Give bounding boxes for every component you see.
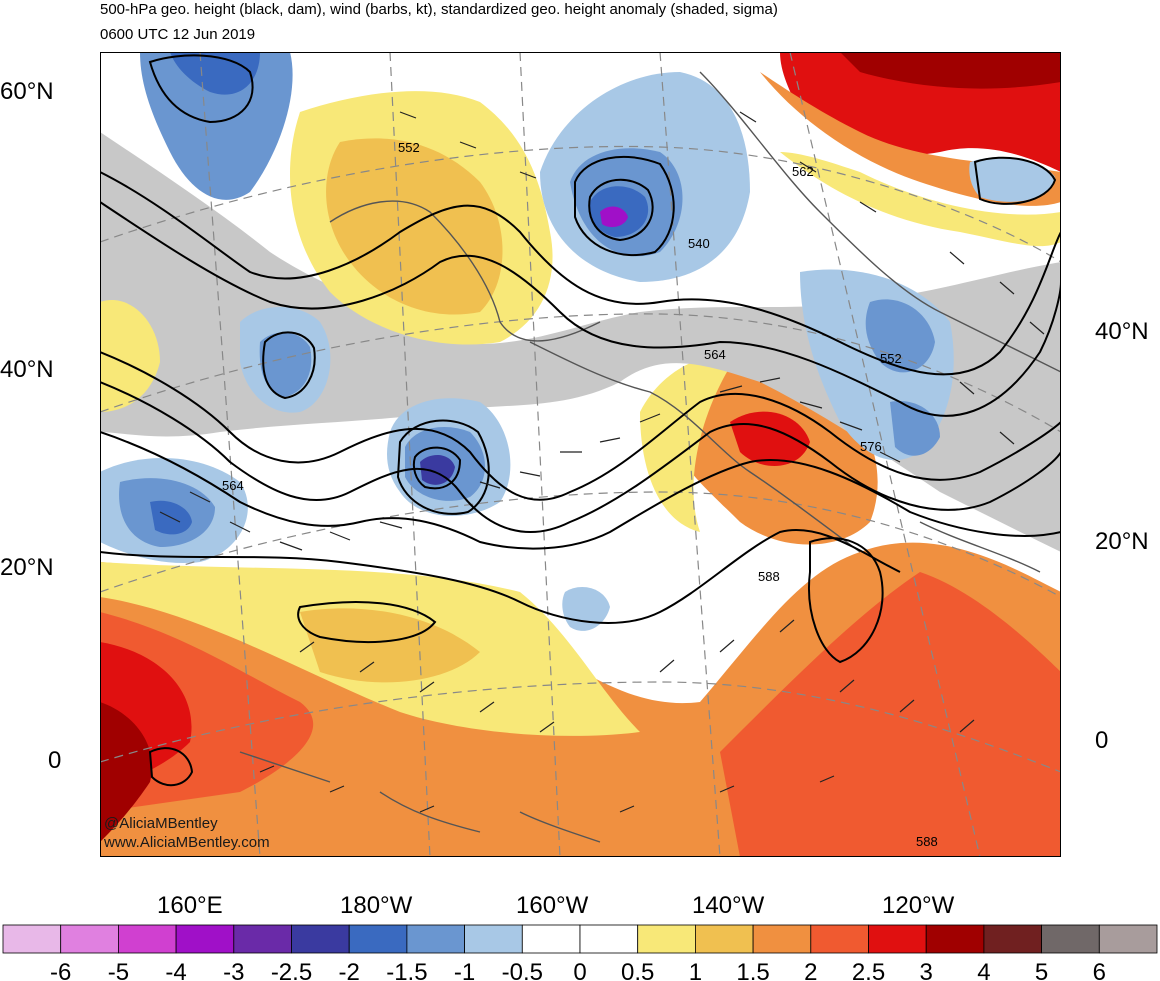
colorbar-label: 5 bbox=[1035, 959, 1048, 981]
colorbar-label: -2.5 bbox=[271, 959, 312, 981]
anomaly-region-arctic-darkred bbox=[840, 52, 1061, 89]
wind-barbs bbox=[159, 111, 1045, 813]
lat-label-0-right: 0 bbox=[1095, 727, 1109, 754]
anomaly-region-grey-north bbox=[100, 132, 1061, 552]
anomaly-region-canada-low-mid bbox=[865, 299, 935, 373]
colorbar-box bbox=[464, 924, 523, 954]
anomaly-region-west-low-mid bbox=[259, 332, 312, 397]
colorbar-label: -2 bbox=[339, 959, 360, 981]
colorbar-box bbox=[1098, 924, 1158, 954]
contour-label-562: 562 bbox=[792, 164, 814, 179]
credit-handle: @AliciaMBentley bbox=[104, 815, 218, 832]
map-panel: 552 540 562 552 564 564 576 588 588 bbox=[100, 52, 1061, 857]
colorbar-label: -6 bbox=[50, 959, 71, 981]
colorbar-box bbox=[233, 924, 292, 954]
anomaly-region-ridge-yellow bbox=[640, 352, 740, 532]
contour-label-588-b: 588 bbox=[916, 834, 938, 849]
lon-label-160e: 160°E bbox=[157, 892, 223, 919]
contour-label-588-a: 588 bbox=[758, 569, 780, 584]
colorbar-box bbox=[637, 924, 696, 954]
colorbar-box bbox=[348, 924, 408, 954]
colorbar-label: 0 bbox=[573, 959, 586, 981]
contour-label-576: 576 bbox=[860, 439, 882, 454]
anomaly-region-bering-orange bbox=[326, 138, 503, 315]
anomaly-region-darkred-sw bbox=[100, 702, 152, 842]
anomaly-region-canada-low-2 bbox=[890, 401, 940, 456]
colorbar-labels: -6 -5 -4 -3 -2.5 -2 -1.5 -1 -0.5 0 0.5 1 1.5 2 2.5 3 4 5 6 bbox=[50, 959, 1106, 981]
colorbar-box bbox=[579, 924, 639, 954]
coastlines bbox=[239, 71, 1061, 843]
anomaly-region-yellow-band-2 bbox=[300, 608, 480, 683]
anomaly-region-nw-low bbox=[140, 52, 293, 200]
title-line-1: 500-hPa geo. height (black, dam), wind (… bbox=[100, 1, 778, 18]
contour-label-552-a: 552 bbox=[398, 140, 420, 155]
colorbar-label: 1 bbox=[689, 959, 702, 981]
lon-label-180w: 180°W bbox=[340, 892, 413, 919]
lat-label-20n-left: 20°N bbox=[0, 554, 54, 581]
colorbar-box bbox=[810, 924, 869, 954]
colorbar-label: 0.5 bbox=[621, 959, 654, 981]
colorbar-label: -1 bbox=[454, 959, 475, 981]
lat-label-0-left: 0 bbox=[48, 747, 62, 774]
title-line-2: 0600 UTC 12 Jun 2019 bbox=[100, 26, 256, 43]
anomaly-region-gulf-low-center bbox=[600, 206, 628, 228]
lon-label-140w: 140°W bbox=[692, 892, 765, 919]
colorbar-label: 3 bbox=[920, 959, 933, 981]
contour-label-564-b: 564 bbox=[222, 478, 244, 493]
colorbar-box bbox=[175, 924, 235, 954]
lat-label-60n: 60°N bbox=[0, 78, 54, 105]
colorbar-box bbox=[118, 924, 177, 954]
anomaly-region-arctic-yellow bbox=[780, 152, 1061, 247]
colorbar-boxes bbox=[2, 924, 1158, 954]
colorbar-label: 2 bbox=[804, 959, 817, 981]
colorbar-label: -5 bbox=[108, 959, 129, 981]
colorbar-box bbox=[752, 924, 812, 954]
colorbar-box bbox=[983, 924, 1043, 954]
colorbar-box bbox=[406, 924, 465, 954]
lon-label-120w: 120°W bbox=[882, 892, 955, 919]
height-contours bbox=[100, 54, 1061, 787]
credit-website: www.AliciaMBentley.com bbox=[104, 834, 270, 851]
contour-label-552-b: 552 bbox=[880, 351, 902, 366]
map-frame bbox=[100, 52, 1061, 857]
colorbar-box bbox=[925, 924, 985, 954]
lon-label-160w: 160°W bbox=[516, 892, 589, 919]
lat-label-20n-right: 20°N bbox=[1095, 528, 1149, 555]
colorbar-box bbox=[868, 924, 927, 954]
colorbar-label: 1.5 bbox=[736, 959, 769, 981]
colorbar-box bbox=[695, 924, 754, 954]
lat-label-40n-left: 40°N bbox=[0, 356, 54, 383]
anomaly-region-left-yellow bbox=[100, 300, 160, 412]
colorbar-label: -4 bbox=[165, 959, 186, 981]
contour-label-540: 540 bbox=[688, 236, 710, 251]
anomaly-region-ne-blue bbox=[969, 157, 1055, 202]
colorbar-label: -1.5 bbox=[386, 959, 427, 981]
colorbar-label: -0.5 bbox=[502, 959, 543, 981]
colorbar-box bbox=[60, 924, 119, 954]
colorbar-label: 2.5 bbox=[852, 959, 885, 981]
contour-label-564-a: 564 bbox=[704, 347, 726, 362]
colorbar-label: 4 bbox=[977, 959, 990, 981]
colorbar-label: -3 bbox=[223, 959, 244, 981]
colorbar-box bbox=[2, 924, 62, 954]
colorbar-box bbox=[521, 924, 581, 954]
colorbar: -6 -5 -4 -3 -2.5 -2 -1.5 -1 -0.5 0 0.5 1 1.5 2 2.5 3 4 5 6 bbox=[2, 924, 1158, 981]
lat-label-40n-right: 40°N bbox=[1095, 318, 1149, 345]
colorbar-box bbox=[291, 924, 350, 954]
colorbar-box bbox=[1041, 924, 1100, 954]
colorbar-label: 6 bbox=[1093, 959, 1106, 981]
